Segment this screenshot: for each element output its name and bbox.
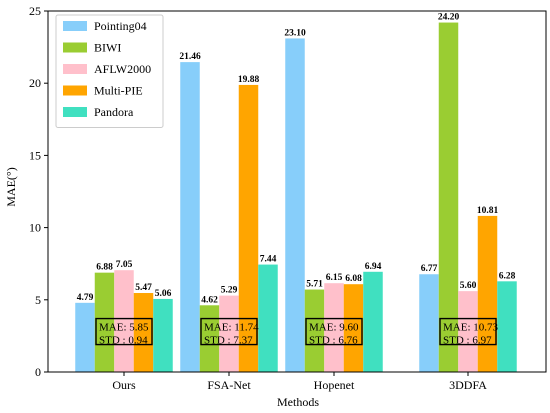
annotation-mae: MAE: 10.73 [443, 322, 499, 334]
legend-swatch [63, 42, 87, 53]
data-label: 19.88 [238, 75, 260, 85]
y-axis-label: MAE(°) [4, 167, 18, 206]
y-tick-label: 5 [35, 293, 41, 307]
annotation-mae: MAE: 11.74 [204, 322, 259, 334]
x-tick-label: Ours [112, 378, 136, 392]
bars-layer [75, 22, 517, 372]
x-axis-label: Methods [277, 395, 319, 409]
legend-swatch [63, 85, 87, 96]
bar-biwi-fsa-net [199, 305, 220, 372]
annotation-std: STD : 7.37 [204, 335, 253, 347]
data-label: 6.77 [421, 264, 438, 274]
y-tick-label: 15 [29, 148, 41, 162]
data-label: 7.44 [260, 255, 277, 265]
data-label: 5.29 [221, 286, 238, 296]
bar-multi-pie-hopenet [343, 284, 364, 372]
annotation-mae: MAE: 9.60 [309, 322, 359, 334]
x-tick-label: 3DDFA [449, 378, 487, 392]
bar-pointing04-ours [75, 302, 95, 372]
data-label: 6.28 [499, 271, 516, 281]
y-tick-label: 0 [35, 365, 41, 379]
annotation-std: STD : 6.97 [443, 335, 492, 347]
data-label: 24.20 [438, 13, 460, 23]
annotation-box [439, 317, 497, 346]
plot-frame [47, 10, 547, 373]
annotation-std: STD : 0.94 [99, 335, 148, 347]
legend-label: AFLW2000 [94, 62, 151, 76]
bar-biwi-hopenet [304, 289, 325, 372]
data-label: 5.06 [155, 289, 172, 299]
legend-label: Pandora [94, 105, 134, 119]
y-tick-label: 25 [29, 4, 41, 18]
bar-biwi-ours [94, 272, 115, 372]
axes-layer: Ours FSA-Net Hopenet 3DDFA 0 5 10 15 20 25 [29, 4, 547, 392]
annotation-box [95, 317, 153, 346]
data-label: 5.60 [460, 281, 477, 291]
data-label: 23.10 [284, 28, 306, 38]
bar-multi-pie-ours [133, 293, 154, 372]
data-label: 6.08 [345, 274, 362, 284]
bar-pointing04-3ddfa [419, 274, 439, 372]
bar-pointing04-hopenet [285, 38, 305, 372]
annotation-mae: MAE: 5.85 [99, 322, 149, 334]
bar-pandora-ours [153, 298, 173, 372]
bar-pandora-3ddfa [497, 281, 517, 372]
data-label: 21.46 [179, 52, 201, 62]
legend-swatch [63, 107, 87, 117]
data-label: 4.62 [201, 295, 218, 305]
data-label: 5.71 [306, 280, 323, 290]
bar-aflw2000-3ddfa [458, 291, 478, 372]
bar-aflw2000-fsa-net [219, 295, 239, 372]
legend-label: BIWI [94, 41, 121, 55]
data-label: 4.79 [77, 293, 94, 303]
legend: Pointing04 BIWI AFLW2000 Multi-PIE Pandora [55, 14, 164, 128]
data-label: 5.47 [135, 283, 152, 293]
annotation-box [305, 317, 363, 346]
legend-swatch [63, 21, 87, 31]
legend-label: Pointing04 [94, 19, 147, 33]
legend-swatch [63, 64, 87, 74]
y-tick-label: 10 [29, 221, 41, 235]
bar-biwi-3ddfa [438, 22, 459, 372]
bar-pandora-hopenet [363, 271, 383, 372]
bar-multi-pie-3ddfa [477, 215, 498, 372]
bar-pandora-fsa-net [258, 264, 278, 372]
annotation-box [200, 317, 258, 346]
data-label: 6.15 [326, 273, 343, 283]
data-label: 7.05 [116, 260, 133, 270]
bar-multi-pie-fsa-net [238, 84, 259, 372]
legend-label: Multi-PIE [94, 84, 143, 98]
data-label: 6.94 [365, 262, 382, 272]
x-tick-label: FSA-Net [207, 378, 251, 392]
annotation-std: STD : 6.76 [309, 335, 358, 347]
bar-aflw2000-hopenet [324, 283, 344, 372]
data-label: 6.88 [96, 263, 113, 273]
data-label: 10.81 [477, 206, 499, 216]
bar-aflw2000-ours [114, 270, 134, 372]
bar-pointing04-fsa-net [180, 62, 200, 372]
y-tick-label: 20 [29, 76, 41, 90]
x-tick-label: Hopenet [314, 378, 355, 392]
data-labels-layer: 4.79 6.88 7.05 5.475.06 21.46 4.625.29 19.88 7.… [77, 13, 516, 306]
